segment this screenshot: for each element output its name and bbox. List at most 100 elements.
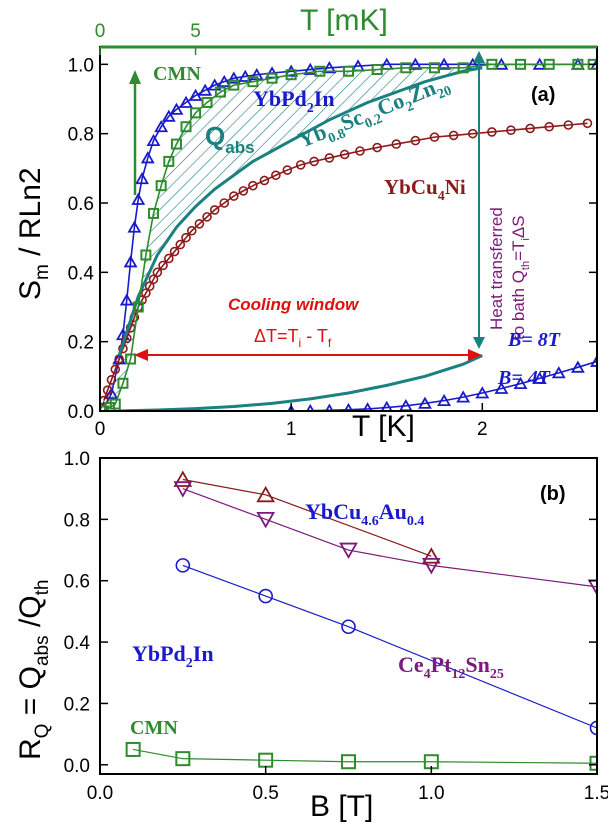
b8t-label: B= 8T bbox=[507, 329, 561, 351]
xtick-label: 1 bbox=[286, 419, 297, 440]
ytick-label: 1.0 bbox=[64, 449, 90, 470]
data-point bbox=[163, 155, 175, 167]
data-point bbox=[170, 138, 182, 150]
data-point bbox=[418, 396, 432, 409]
data-point bbox=[282, 165, 293, 175]
xtick-label: 0.5 bbox=[252, 783, 278, 804]
data-point bbox=[570, 360, 585, 373]
panel-a-xlabel: T [K] bbox=[352, 410, 415, 443]
xtick-label: 2 bbox=[477, 419, 488, 440]
qabs-area bbox=[103, 64, 594, 411]
ybpd2in-label-a: YbPd2In bbox=[253, 86, 335, 116]
series-line-b-4t bbox=[291, 360, 597, 411]
data-point bbox=[131, 192, 146, 205]
data-point bbox=[144, 281, 155, 292]
cmn-label-b: CMN bbox=[130, 717, 178, 739]
top-xtick-label: 5 bbox=[190, 21, 201, 42]
data-point bbox=[339, 149, 350, 160]
data-point bbox=[154, 119, 169, 133]
data-point bbox=[161, 109, 176, 122]
panel-a-top-xlabel: T [mK] bbox=[300, 4, 388, 37]
heat-transferred-label: Heat transferred bbox=[487, 207, 506, 330]
qabs-hatched-area bbox=[103, 64, 594, 411]
data-point bbox=[421, 547, 441, 564]
data-point bbox=[371, 64, 383, 76]
b4t-label: B= 4T bbox=[497, 367, 551, 389]
series-line-ybcu4ni bbox=[103, 122, 588, 401]
data-point bbox=[190, 107, 202, 119]
data-point bbox=[175, 558, 191, 573]
data-point bbox=[194, 219, 205, 229]
data-point bbox=[135, 171, 150, 185]
data-point bbox=[148, 274, 159, 285]
data-point bbox=[410, 135, 421, 146]
data-point bbox=[543, 58, 555, 70]
data-point bbox=[582, 118, 593, 129]
data-point bbox=[140, 151, 155, 164]
data-point bbox=[104, 402, 116, 411]
ytick-label: 1.0 bbox=[68, 55, 94, 76]
data-point bbox=[339, 542, 358, 560]
ytick-label: 0.6 bbox=[68, 194, 94, 215]
data-point bbox=[228, 79, 240, 91]
data-point bbox=[198, 83, 213, 96]
panel-b: 0.0 0.2 0.4 0.6 0.8 1.0 0.0 0.5 1.0 1.5 RQ = Qabs… bbox=[14, 449, 608, 822]
data-point bbox=[180, 121, 192, 133]
panel-a-ticks: 0.00.20.40.60.81.00 1 20 5 bbox=[68, 21, 597, 440]
panel-a: 0.00.20.40.60.81.00 1 20 5 Sm / RLn2 T [K] … bbox=[14, 4, 598, 443]
data-point bbox=[324, 153, 335, 163]
data-point bbox=[285, 69, 297, 81]
data-point bbox=[100, 405, 110, 411]
xtick-label: 0 bbox=[95, 419, 106, 440]
panel-a-ylabel: Sm / RLn2 bbox=[14, 167, 53, 300]
data-point bbox=[437, 57, 452, 70]
data-point bbox=[303, 62, 318, 75]
series-line-yb0-8sc0-2co2zn20 bbox=[117, 66, 483, 356]
data-point bbox=[456, 390, 471, 403]
data-point bbox=[271, 170, 281, 181]
panel-a-series bbox=[100, 57, 597, 411]
data-point bbox=[146, 133, 161, 147]
data-point bbox=[256, 511, 276, 529]
ytick-label: 0.8 bbox=[64, 510, 90, 531]
ybpd2in-label-b: YbPd2In bbox=[132, 641, 214, 671]
data-point bbox=[132, 301, 144, 313]
data-point bbox=[238, 186, 249, 196]
data-point bbox=[589, 755, 597, 771]
data-point bbox=[343, 65, 354, 77]
data-point bbox=[551, 366, 566, 379]
data-point bbox=[587, 579, 597, 596]
data-point bbox=[589, 720, 597, 736]
data-point bbox=[164, 253, 174, 264]
delta-t-label: ΔT=Ti - Tf bbox=[254, 326, 332, 350]
data-point bbox=[109, 398, 121, 410]
series-line-cmn bbox=[133, 748, 597, 764]
data-point bbox=[117, 377, 129, 389]
data-point bbox=[181, 232, 191, 243]
data-point bbox=[587, 58, 597, 70]
data-point bbox=[152, 267, 163, 278]
panel-b-frame bbox=[99, 457, 598, 775]
ytick-label: 0.2 bbox=[64, 694, 90, 715]
series-line-ybcu4-6au0-4 bbox=[182, 478, 432, 557]
data-point bbox=[106, 374, 117, 385]
data-point bbox=[341, 619, 356, 635]
data-point bbox=[158, 260, 168, 271]
data-point bbox=[175, 751, 191, 767]
data-point bbox=[590, 354, 597, 367]
panel-b-ticks: 0.0 0.2 0.4 0.6 0.8 1.0 0.0 0.5 1.0 1.5 bbox=[64, 449, 608, 804]
data-point bbox=[494, 381, 509, 394]
ce4pt12sn25-label: Ce4Pt12Sn25 bbox=[398, 652, 504, 682]
ytick-label: 0.2 bbox=[68, 333, 94, 354]
data-point bbox=[169, 246, 180, 257]
data-point bbox=[506, 125, 516, 135]
data-point bbox=[266, 72, 278, 84]
ytick-label: 0.4 bbox=[64, 633, 91, 654]
ytick-label: 0.4 bbox=[68, 263, 95, 284]
cmn-arrow-head bbox=[129, 70, 141, 84]
data-point bbox=[201, 96, 213, 108]
data-point bbox=[188, 88, 203, 101]
data-point bbox=[140, 249, 152, 261]
data-point bbox=[258, 588, 273, 604]
